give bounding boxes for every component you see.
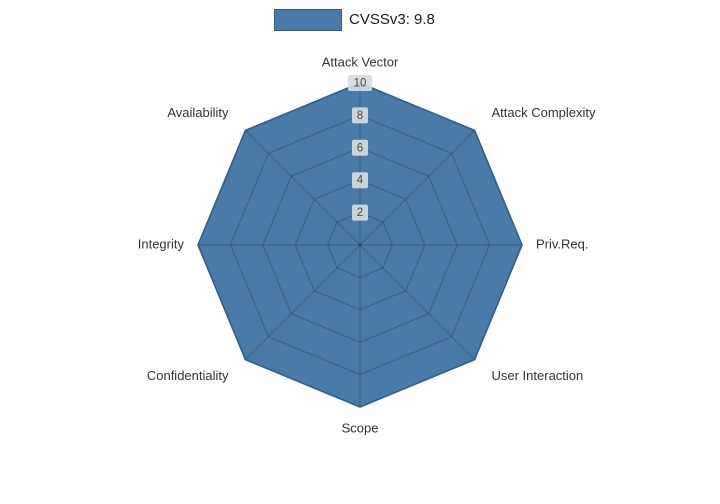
legend-label: CVSSv3: 9.8 [349,11,435,28]
grid-spoke [245,130,361,246]
tick-label-box [352,172,368,189]
axis-label-confidentiality: Confidentiality [147,368,229,383]
grid-ring [262,147,458,343]
axis-label-priv-req: Priv.Req. [536,236,589,251]
radar-series-outline [197,82,523,408]
tick-label: 8 [357,110,363,122]
center-dot [358,243,362,247]
axis-label-scope: Scope [342,420,379,435]
tick-label-box [352,204,368,221]
legend-swatch [274,9,342,31]
tick-label-box [352,107,368,124]
grid-spoke [245,244,361,360]
legend: CVSSv3: 9.8 [274,9,435,31]
tick-label: 4 [357,175,364,187]
grid-ring [327,212,393,278]
tick-label: 6 [357,142,363,154]
grid-spoke [359,130,475,246]
tick-label: 10 [354,78,367,90]
axis-label-attack-complexity: Attack Complexity [492,105,597,120]
axis-label-user-interaction: User Interaction [492,368,584,383]
tick-label-box [352,139,368,156]
grid-ring [229,114,491,376]
axis-label-integrity: Integrity [138,236,185,251]
tick-label-box [348,75,372,91]
grid-spoke [359,244,475,360]
axis-label-attack-vector: Attack Vector [322,54,399,69]
tick-label: 2 [357,207,363,219]
grid-ring [294,179,426,311]
axis-label-availability: Availability [167,105,229,120]
